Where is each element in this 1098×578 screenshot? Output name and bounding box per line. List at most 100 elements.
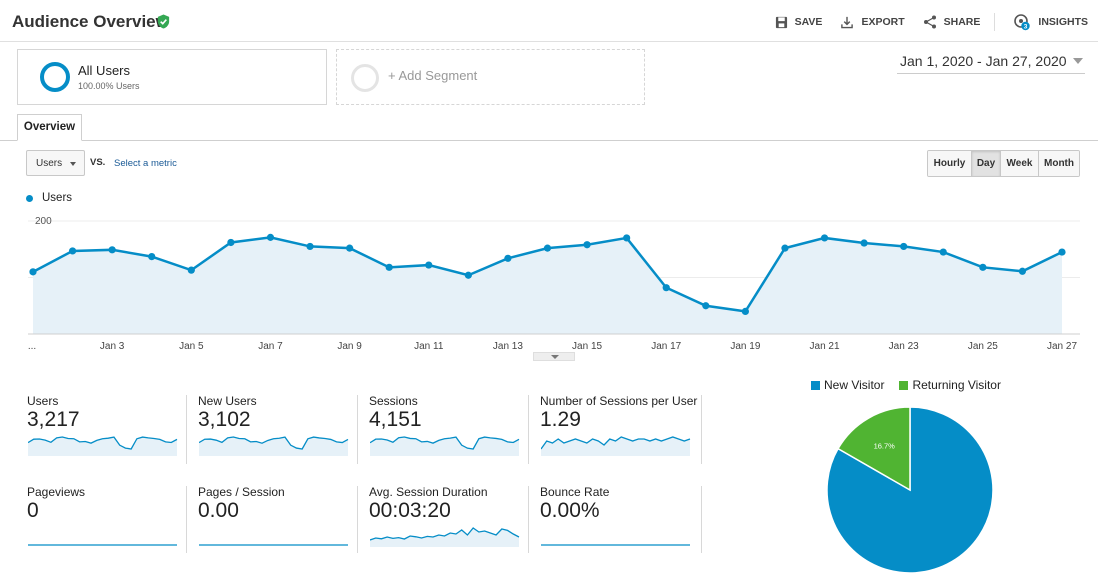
metric-value: 0.00% xyxy=(540,499,600,522)
data-point[interactable] xyxy=(583,241,591,249)
metric-card[interactable]: Number of Sessions per User 1.29 xyxy=(540,394,706,470)
metric-card[interactable]: Bounce Rate 0.00% xyxy=(540,485,706,561)
segment-card-all-users[interactable]: All Users 100.00% Users xyxy=(17,49,327,105)
metric-card[interactable]: Users 3,217 xyxy=(27,394,193,470)
data-point[interactable] xyxy=(227,238,235,247)
data-point[interactable] xyxy=(464,271,472,279)
month-button[interactable]: Month xyxy=(1038,151,1079,176)
legend-item-returning-visitor[interactable]: Returning Visitor xyxy=(899,378,1001,392)
select-metric-link[interactable]: Select a metric xyxy=(114,158,177,169)
data-point[interactable] xyxy=(29,268,37,276)
metric-value: 0 xyxy=(27,499,39,522)
data-point[interactable] xyxy=(741,307,749,315)
caret-down-icon xyxy=(70,162,76,166)
add-segment-label: + Add Segment xyxy=(388,68,478,83)
metric-divider xyxy=(186,395,187,464)
pie-data-label: 83.3% xyxy=(943,575,965,578)
data-point[interactable] xyxy=(979,263,987,271)
metric-label: Avg. Session Duration xyxy=(369,485,488,499)
x-tick-label: ... xyxy=(28,341,36,352)
export-label: EXPORT xyxy=(861,16,905,28)
empty-segment-ring-icon xyxy=(351,64,379,92)
add-segment-button[interactable]: + Add Segment xyxy=(336,49,645,105)
data-point[interactable] xyxy=(623,234,631,242)
x-tick-label: Jan 19 xyxy=(730,341,760,352)
metric-card[interactable]: New Users 3,102 xyxy=(198,394,364,470)
data-point[interactable] xyxy=(820,234,829,242)
data-point[interactable] xyxy=(385,263,393,271)
metric-card[interactable]: Pages / Session 0.00 xyxy=(198,485,364,561)
metric-dropdown[interactable]: Users xyxy=(26,150,85,176)
page-title: Audience Overview xyxy=(12,12,169,31)
x-tick-label: Jan 15 xyxy=(572,341,602,352)
metric-divider xyxy=(357,486,358,553)
metric-divider xyxy=(701,486,702,553)
insights-icon: 3 xyxy=(1014,14,1031,30)
data-point[interactable] xyxy=(860,239,868,247)
share-icon xyxy=(923,15,936,29)
legend-swatch-returning-visitor xyxy=(899,380,909,390)
date-range-picker[interactable]: Jan 1, 2020 - Jan 27, 2020 xyxy=(897,52,1085,74)
data-point[interactable] xyxy=(266,233,275,241)
data-point[interactable] xyxy=(108,246,116,254)
data-point[interactable] xyxy=(306,242,314,251)
metric-card[interactable]: Avg. Session Duration 00:03:20 xyxy=(369,485,535,561)
data-point[interactable] xyxy=(662,284,670,292)
data-point[interactable] xyxy=(1058,248,1066,256)
page-header: Audience Overview SAVE EXPORT xyxy=(0,0,1098,42)
metric-label: Number of Sessions per User xyxy=(540,394,698,408)
data-point[interactable] xyxy=(1018,267,1027,275)
metric-card[interactable]: Sessions 4,151 xyxy=(369,394,535,470)
metric-label: Sessions xyxy=(369,394,418,408)
save-label: SAVE xyxy=(794,16,823,28)
export-button[interactable]: EXPORT xyxy=(840,16,905,29)
legend-label-new-visitor: New Visitor xyxy=(824,378,885,392)
sparkline-area xyxy=(199,437,348,456)
share-button[interactable]: SHARE xyxy=(923,15,980,29)
legend-dot-users xyxy=(26,194,33,202)
data-point[interactable] xyxy=(148,252,156,261)
pie-legend: New Visitor Returning Visitor xyxy=(811,378,1016,392)
granularity-toggle: Hourly Day Week Month xyxy=(927,150,1080,177)
data-point[interactable] xyxy=(68,247,77,255)
legend-swatch-new-visitor xyxy=(811,380,820,390)
data-point[interactable] xyxy=(702,302,710,310)
data-point[interactable] xyxy=(187,266,195,274)
data-point[interactable] xyxy=(543,244,552,252)
sparkline-area xyxy=(28,437,177,456)
metric-sparkline xyxy=(199,436,349,456)
chart-collapse-handle[interactable] xyxy=(533,352,575,361)
x-tick-label: Jan 13 xyxy=(493,341,523,352)
metric-sparkline xyxy=(541,544,690,546)
hourly-button[interactable]: Hourly xyxy=(928,151,971,176)
pie-slice-returning-visitor[interactable] xyxy=(837,406,911,492)
legend-item-new-visitor[interactable]: New Visitor xyxy=(811,378,884,392)
data-point[interactable] xyxy=(900,242,908,251)
insights-label: INSIGHTS xyxy=(1038,16,1088,28)
tab-overview[interactable]: Overview xyxy=(17,114,82,141)
date-range-text: Jan 1, 2020 - Jan 27, 2020 xyxy=(900,53,1067,69)
metric-card[interactable]: Pageviews 0 xyxy=(27,485,193,561)
data-point[interactable] xyxy=(504,254,512,262)
actions-divider xyxy=(994,13,996,31)
data-point[interactable] xyxy=(939,248,947,256)
insights-badge: 3 xyxy=(1024,23,1028,30)
x-tick-label: Jan 11 xyxy=(414,341,444,352)
x-tick-label: Jan 7 xyxy=(258,341,283,352)
insights-button[interactable]: 3 INSIGHTS xyxy=(1013,13,1088,31)
data-point[interactable] xyxy=(781,244,789,252)
data-point[interactable] xyxy=(346,244,354,252)
legend-label-users: Users xyxy=(42,192,73,204)
save-button[interactable]: SAVE xyxy=(775,16,823,29)
data-point[interactable] xyxy=(425,261,433,269)
day-button[interactable]: Day xyxy=(971,151,1000,176)
chevron-down-icon xyxy=(1073,58,1083,64)
metric-sparkline xyxy=(28,436,178,456)
metric-sparkline xyxy=(541,436,691,456)
sparkline-line xyxy=(370,436,520,450)
week-button[interactable]: Week xyxy=(1000,151,1038,176)
metric-sparkline xyxy=(199,544,348,546)
segment-percent: 100.00% Users xyxy=(78,81,140,91)
metric-divider xyxy=(357,395,358,464)
